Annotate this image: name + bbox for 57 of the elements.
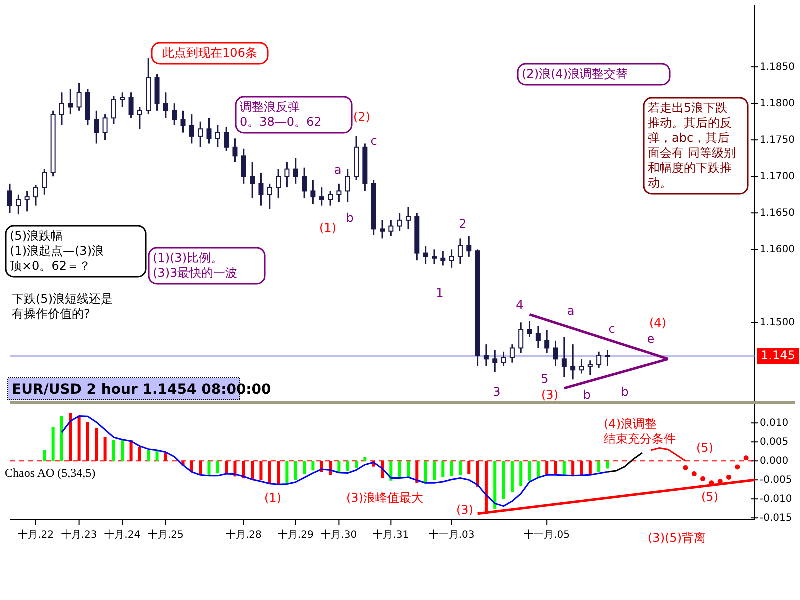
y-tick-label: 1.1600	[760, 244, 795, 256]
y-tick-label: 1.1800	[760, 98, 795, 110]
annotation: (2)浪(4)浪调整交替	[522, 67, 628, 81]
annotation: (5)	[696, 441, 714, 455]
annotation: 调整浪反弹0。38—0。62	[240, 100, 322, 129]
y-tick-label: 1.1700	[760, 171, 795, 182]
y-tick-label: 1.1500	[760, 317, 795, 328]
annotation: 此点到现在106条	[162, 46, 258, 60]
y-tick-label: 0.005	[760, 436, 789, 448]
annotation: 5	[541, 372, 549, 386]
text: Chaos AO (5,34,5)	[5, 466, 96, 480]
annotation: b	[621, 385, 629, 399]
annotation: (4)	[650, 316, 666, 330]
annotation: (3)	[456, 503, 474, 517]
y-tick-label: -0.015	[760, 512, 792, 524]
annotation: 2	[459, 217, 467, 231]
annotation: c	[370, 134, 378, 148]
annotation: (5)浪跌幅(1)浪起点—(3)浪顶×0。62＝？	[10, 229, 104, 273]
annotation: (1)	[320, 221, 336, 235]
x-tick-label: 十月.30	[321, 529, 358, 541]
annotation: c	[608, 322, 616, 336]
annotation: 1	[436, 286, 444, 300]
annotation: 3	[493, 385, 501, 399]
x-tick-label: 十月.22	[18, 529, 54, 541]
annotation: (5)	[702, 490, 718, 504]
y-tick-label: 0.000	[760, 456, 789, 467]
annotation: e	[647, 332, 655, 346]
y-tick-label: 0.010	[760, 418, 789, 429]
annotation: (1)	[264, 491, 282, 505]
ref-line-label: 1.145	[761, 348, 796, 363]
y-tick-label: -0.005	[760, 474, 792, 486]
annotation: a	[567, 304, 575, 318]
annotation: (3)浪峰值最大	[346, 491, 424, 505]
annotation: (2)	[354, 110, 370, 124]
y-tick-label: 1.1850	[760, 62, 795, 73]
text: EUR/USD 2 hour 1.1454 08:00:00	[12, 382, 272, 398]
x-tick-label: 十月.31	[373, 529, 410, 541]
annotation: (4)浪调整结束充分条件	[604, 417, 676, 446]
annotation: 若走出5浪下跌推动。其后的反弹，abc，其后面会有 同等级别和幅度的下跌推动。	[648, 101, 736, 190]
x-tick-label: 十一月.05	[524, 529, 570, 541]
annotation: 4	[516, 298, 524, 312]
x-tick-label: 十月.28	[226, 529, 262, 541]
annotation: b	[346, 211, 354, 225]
x-tick-label: 十月.25	[148, 529, 184, 541]
annotation: a	[334, 163, 342, 177]
y-tick-label: 1.1750	[760, 134, 795, 146]
annotation: (1)(3)比例。(3)3最快的一波	[153, 251, 238, 280]
y-tick-label: -0.010	[760, 494, 792, 505]
x-tick-label: 十月.24	[104, 529, 141, 541]
annotation: 下跌(5)浪短线还是有操作价值的?	[12, 292, 113, 321]
y-tick-label: 1.1650	[760, 208, 795, 219]
x-tick-label: 十一月.03	[428, 529, 475, 541]
annotation: b	[583, 388, 591, 402]
text: (3)(5)背离	[648, 531, 706, 545]
x-tick-label: 十月.29	[278, 529, 314, 541]
annotation: (3)	[542, 388, 558, 402]
x-tick-label: 十月.23	[61, 529, 98, 541]
